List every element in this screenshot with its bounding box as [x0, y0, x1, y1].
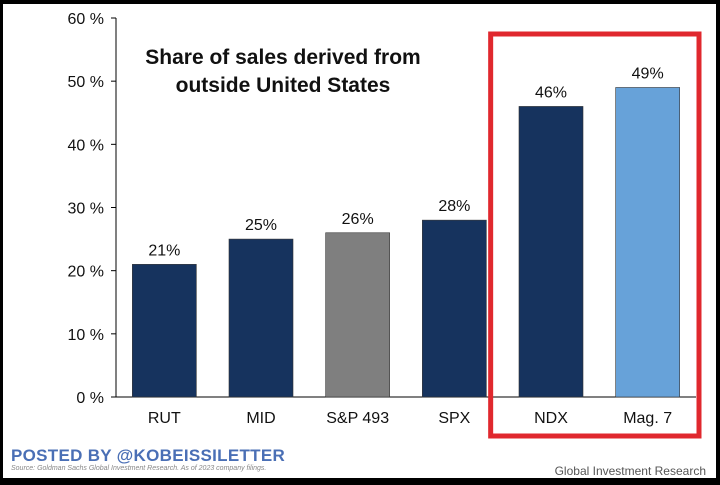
data-label: 28%: [438, 198, 470, 215]
data-label: 21%: [148, 242, 180, 259]
footer-credit: Global Investment Research: [554, 464, 706, 478]
x-tick-label: S&P 493: [326, 410, 389, 427]
data-label: 26%: [342, 211, 374, 228]
bar: [228, 238, 294, 398]
x-tick-label: MID: [246, 410, 275, 427]
y-tick-label: 40 %: [68, 137, 104, 154]
bar: [132, 264, 197, 398]
y-tick-label: 50 %: [68, 74, 104, 91]
x-tick-label: Mag. 7: [623, 410, 672, 427]
source-note: Source: Goldman Sachs Global Investment …: [11, 465, 267, 472]
y-tick-label: 30 %: [68, 201, 104, 218]
highlight-box: [488, 31, 702, 439]
y-tick-label: 10 %: [68, 327, 104, 344]
bar: [518, 106, 584, 398]
data-label: 46%: [535, 84, 567, 101]
chart-title: Share of sales derived from outside Unit…: [145, 46, 421, 97]
x-tick-label: NDX: [534, 410, 568, 427]
data-label: 49%: [632, 65, 664, 82]
y-tick-label: 0 %: [76, 390, 104, 407]
posted-by-watermark: POSTED BY @KOBEISSILETTER: [11, 446, 286, 465]
bar-chart: 0 % 10 % 20 % 30 % 40 % 50 % 60 % 21% RUT 25% MID 2…: [68, 11, 702, 439]
y-tick-label: 20 %: [68, 264, 104, 281]
chart-panel: 0 % 10 % 20 % 30 % 40 % 50 % 60 % 21% RUT 25% MID 2…: [3, 4, 716, 478]
bar: [422, 219, 487, 398]
x-tick-label: SPX: [438, 410, 470, 427]
data-label: 25%: [245, 217, 277, 234]
bar: [615, 87, 680, 398]
bar: [325, 232, 390, 398]
y-tick-label: 60 %: [68, 11, 104, 28]
x-tick-label: RUT: [148, 410, 181, 427]
